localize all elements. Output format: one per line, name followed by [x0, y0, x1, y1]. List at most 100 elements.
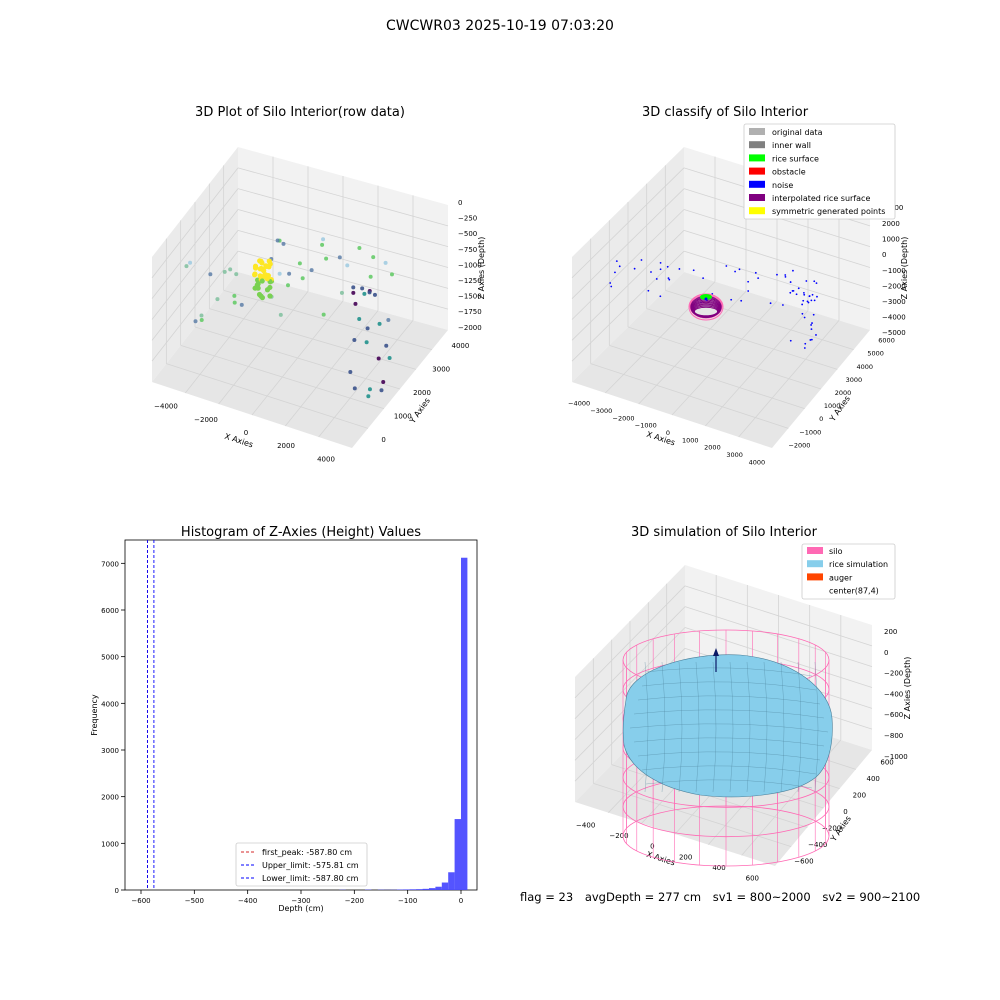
noise-point	[784, 274, 787, 276]
legend-swatch	[807, 573, 823, 581]
y-tick-label: 7000	[101, 560, 119, 568]
data-point	[357, 317, 362, 322]
y-tick-label: 1000	[394, 413, 412, 421]
grid-line	[223, 289, 433, 351]
noise-point	[792, 289, 795, 292]
z-tick-label: −750	[458, 246, 477, 254]
data-point	[324, 256, 329, 261]
x-tick-label: −4000	[568, 400, 590, 408]
z-tick-label-clipped: 000	[890, 204, 903, 212]
x-tick-label: −1000	[635, 422, 657, 430]
data-point	[345, 263, 350, 268]
noise-point	[668, 278, 671, 281]
z-tick-label: −1000	[882, 267, 906, 275]
data-point	[199, 317, 204, 322]
noise-point	[806, 300, 809, 303]
surface-mesh-line	[712, 661, 717, 793]
y-tick-label: 3000	[101, 747, 119, 755]
noise-point	[810, 299, 813, 302]
z-tick-label: 0	[884, 649, 888, 657]
y-tick-label: 4000	[101, 700, 119, 708]
data-point	[184, 264, 189, 269]
data-point	[379, 388, 384, 393]
noise-point	[802, 291, 805, 294]
data-point	[234, 272, 239, 277]
x-axis-label: X Axies	[645, 850, 676, 868]
data-point	[300, 276, 305, 281]
noise-point	[769, 302, 772, 305]
legend-box	[743, 123, 896, 220]
noise-point	[805, 280, 808, 282]
grid-line	[571, 167, 685, 279]
legend-label: interpolated rice surface	[772, 194, 870, 203]
histogram-bar	[429, 888, 436, 890]
data-point	[321, 237, 326, 242]
y-tick-label: 0	[115, 887, 119, 895]
z-tick-label: −4000	[882, 314, 906, 322]
data-point	[252, 272, 258, 278]
z-axis-label: Z Axies (Depth)	[477, 237, 486, 300]
legend-swatch	[749, 180, 765, 188]
z-tick-label: −800	[884, 732, 903, 740]
data-point	[275, 238, 280, 243]
x-tick-label: 0	[666, 429, 670, 437]
panel-simulation-3d: 3D simulation of Silo Interior −400 −200 0 2…	[574, 525, 912, 883]
data-point	[387, 356, 392, 361]
z-tick-label: −2000	[882, 282, 906, 290]
sv1-value: sv1 = 800~2000	[712, 890, 811, 904]
histogram-bar	[435, 886, 442, 890]
data-point	[239, 302, 244, 307]
noise-point	[801, 303, 804, 306]
legend-label: Upper_limit: -575.81 cm	[262, 861, 359, 870]
legend-label: auger	[829, 573, 853, 582]
noise-point	[816, 295, 818, 298]
x-tick-label: 4000	[317, 455, 335, 463]
data-point	[267, 293, 273, 299]
x-tick-label: −4000	[154, 403, 178, 411]
rice-simulation-surface	[622, 654, 833, 798]
data-point	[381, 379, 386, 384]
surface-mesh-line	[780, 661, 785, 793]
noise-point	[754, 271, 757, 274]
y-tick-label: 3000	[846, 376, 863, 384]
legend-label: Lower_limit: -587.80 cm	[262, 874, 359, 883]
x-axis-label: X Axies	[223, 432, 254, 450]
surface-mesh-line	[637, 751, 821, 761]
x-tick-label: −600	[131, 897, 150, 905]
panel-classify-3d: 3D classify of Silo Interior−4000−3000−2…	[568, 105, 909, 466]
panel2-title: 3D classify of Silo Interior	[642, 105, 809, 120]
x-tick-label: −3000	[590, 407, 612, 415]
x-tick-label: 0	[244, 429, 248, 437]
y-tick-label: −600	[794, 858, 813, 866]
data-point	[232, 300, 237, 305]
noise-point	[815, 334, 817, 336]
noise-point	[797, 287, 800, 290]
noise-point	[633, 267, 636, 270]
x-tick-label: −200	[345, 897, 364, 905]
noise-point	[808, 295, 811, 298]
noise-point	[776, 273, 778, 276]
noise-point	[781, 304, 784, 306]
auger-tip	[713, 648, 719, 656]
data-point	[257, 266, 263, 272]
data-point	[259, 278, 265, 284]
x-tick-label: 0	[650, 843, 654, 851]
x-tick-label: 2000	[704, 444, 721, 452]
surface-mesh-line	[633, 709, 825, 719]
legend-label: rice surface	[772, 154, 819, 163]
legend-swatch	[749, 194, 765, 201]
data-point	[360, 286, 365, 291]
y-tick-label: −200	[822, 825, 841, 833]
surface-mesh-line	[641, 765, 817, 775]
surface-mesh-line	[645, 667, 813, 677]
legend: original data inner wall rice surface obsta…	[743, 123, 896, 220]
interpolated-surface-ring	[693, 306, 719, 317]
histogram-bar	[461, 557, 468, 890]
data-point	[320, 242, 325, 247]
data-point	[364, 340, 369, 345]
data-point	[255, 281, 261, 287]
rice-surface	[622, 654, 833, 798]
legend-swatch	[749, 154, 765, 162]
legend-label: center(87,4)	[829, 587, 879, 596]
data-point	[258, 258, 264, 264]
